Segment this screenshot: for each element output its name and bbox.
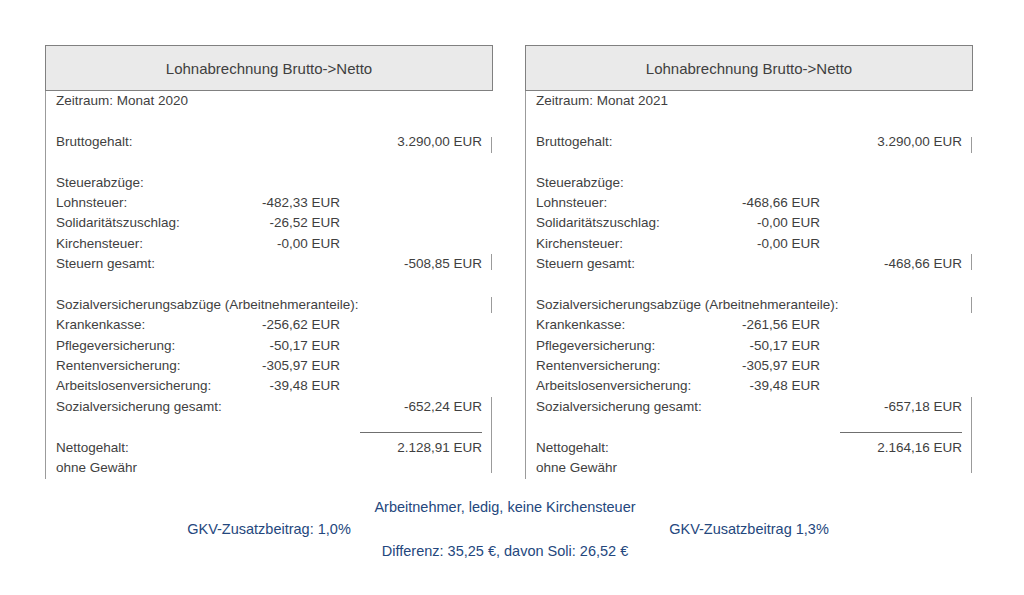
social-item-row: Krankenkasse: -256,62 EUR xyxy=(46,315,493,335)
social-item-value: -39,48 EUR xyxy=(526,376,820,396)
tax-total-value: -508,85 EUR xyxy=(46,254,482,274)
spacer-row xyxy=(46,152,493,172)
social-section-header: Sozialversicherungsabzüge (Arbeitnehmera… xyxy=(536,295,838,315)
social-total-row: Sozialversicherung gesamt: -652,24 EUR xyxy=(46,397,493,417)
spacer-row xyxy=(46,111,493,131)
cell-border-tick xyxy=(491,254,492,270)
disclaimer-row: ohne Gewähr xyxy=(46,458,493,478)
social-total-value: -657,18 EUR xyxy=(526,397,962,417)
cell-border-tick xyxy=(971,297,972,313)
gross-value: 3.290,00 EUR xyxy=(526,132,962,152)
net-row: Nettogehalt: 2.164,16 EUR xyxy=(526,438,973,458)
period-row: Zeitraum: Monat 2020 xyxy=(46,91,493,111)
tax-section-header: Steuerabzüge: xyxy=(56,173,144,193)
spacer-row xyxy=(526,275,973,295)
tax-item-value: -482,33 EUR xyxy=(46,193,340,213)
social-header-row: Sozialversicherungsabzüge (Arbeitnehmera… xyxy=(526,295,973,315)
tax-item-value: -0,00 EUR xyxy=(46,234,340,254)
gross-value: 3.290,00 EUR xyxy=(46,132,482,152)
tax-item-row: Lohnsteuer: -468,66 EUR xyxy=(526,193,973,213)
panel-title: Lohnabrechnung Brutto->Netto xyxy=(525,45,973,91)
cell-border-tick xyxy=(491,297,492,313)
tax-total-value: -468,66 EUR xyxy=(526,254,962,274)
social-section-header: Sozialversicherungsabzüge (Arbeitnehmera… xyxy=(56,295,358,315)
sum-divider-line xyxy=(840,432,962,433)
cell-border-tick xyxy=(971,137,972,153)
tax-item-row: Solidaritätszuschlag: -0,00 EUR xyxy=(526,213,973,233)
tax-item-value: -468,66 EUR xyxy=(526,193,820,213)
period-row: Zeitraum: Monat 2021 xyxy=(526,91,973,111)
social-item-row: Rentenversicherung: -305,97 EUR xyxy=(46,356,493,376)
social-total-value: -652,24 EUR xyxy=(46,397,482,417)
tax-item-value: -26,52 EUR xyxy=(46,213,340,233)
social-item-value: -305,97 EUR xyxy=(46,356,340,376)
social-total-row: Sozialversicherung gesamt: -657,18 EUR xyxy=(526,397,973,417)
tax-item-row: Solidaritätszuschlag: -26,52 EUR xyxy=(46,213,493,233)
social-item-row: Arbeitslosenversicherung: -39,48 EUR xyxy=(46,376,493,396)
social-item-row: Arbeitslosenversicherung: -39,48 EUR xyxy=(526,376,973,396)
spacer-row xyxy=(526,111,973,131)
tax-item-row: Kirchensteuer: -0,00 EUR xyxy=(526,234,973,254)
social-item-row: Pflegeversicherung: -50,17 EUR xyxy=(526,336,973,356)
period-label: Zeitraum: Monat 2020 xyxy=(56,91,188,111)
gkv-note-2020: GKV-Zusatzbeitrag: 1,0% xyxy=(45,519,493,539)
net-row: Nettogehalt: 2.128,91 EUR xyxy=(46,438,493,458)
tax-header-row: Steuerabzüge: xyxy=(46,173,493,193)
tax-header-row: Steuerabzüge: xyxy=(526,173,973,193)
social-item-value: -261,56 EUR xyxy=(526,315,820,335)
tax-item-row: Kirchensteuer: -0,00 EUR xyxy=(46,234,493,254)
tax-item-value: -0,00 EUR xyxy=(526,213,820,233)
social-item-value: -39,48 EUR xyxy=(46,376,340,396)
spacer-row xyxy=(526,152,973,172)
difference-annotation: Differenz: 35,25 €, davon Soli: 26,52 € xyxy=(0,541,1010,561)
sum-divider-line xyxy=(360,432,482,433)
cell-border-tick xyxy=(971,254,972,270)
panel-title: Lohnabrechnung Brutto->Netto xyxy=(45,45,493,91)
disclaimer-row: ohne Gewähr xyxy=(526,458,973,478)
spacer-row xyxy=(46,417,493,437)
net-value: 2.128,91 EUR xyxy=(46,438,482,458)
cell-border-tick xyxy=(491,137,492,153)
disclaimer-label: ohne Gewähr xyxy=(536,458,617,478)
net-value: 2.164,16 EUR xyxy=(526,438,962,458)
panel-body: Zeitraum: Monat 2021 Bruttogehalt: 3.290… xyxy=(525,91,973,479)
panel-body: Zeitraum: Monat 2020 Bruttogehalt: 3.290… xyxy=(45,91,493,479)
tax-item-value: -0,00 EUR xyxy=(526,234,820,254)
spacer-row xyxy=(526,417,973,437)
tax-item-row: Lohnsteuer: -482,33 EUR xyxy=(46,193,493,213)
cell-border-tick xyxy=(971,397,972,473)
gross-row: Bruttogehalt: 3.290,00 EUR xyxy=(526,132,973,152)
social-header-row: Sozialversicherungsabzüge (Arbeitnehmera… xyxy=(46,295,493,315)
tax-section-header: Steuerabzüge: xyxy=(536,173,624,193)
gkv-note-2021: GKV-Zusatzbeitrag 1,3% xyxy=(525,519,973,539)
disclaimer-label: ohne Gewähr xyxy=(56,458,137,478)
social-item-value: -50,17 EUR xyxy=(46,336,340,356)
cell-border-tick xyxy=(491,397,492,473)
scenario-annotation: Arbeitnehmer, ledig, keine Kirchensteuer xyxy=(0,497,1010,517)
social-item-row: Rentenversicherung: -305,97 EUR xyxy=(526,356,973,376)
social-item-value: -256,62 EUR xyxy=(46,315,340,335)
payroll-panel-2020: Lohnabrechnung Brutto->Netto Zeitraum: M… xyxy=(45,45,493,482)
period-label: Zeitraum: Monat 2021 xyxy=(536,91,668,111)
payroll-panel-2021: Lohnabrechnung Brutto->Netto Zeitraum: M… xyxy=(525,45,973,482)
social-item-row: Pflegeversicherung: -50,17 EUR xyxy=(46,336,493,356)
spacer-row xyxy=(46,275,493,295)
gross-row: Bruttogehalt: 3.290,00 EUR xyxy=(46,132,493,152)
social-item-value: -50,17 EUR xyxy=(526,336,820,356)
social-item-row: Krankenkasse: -261,56 EUR xyxy=(526,315,973,335)
social-item-value: -305,97 EUR xyxy=(526,356,820,376)
tax-total-row: Steuern gesamt: -508,85 EUR xyxy=(46,254,493,274)
tax-total-row: Steuern gesamt: -468,66 EUR xyxy=(526,254,973,274)
